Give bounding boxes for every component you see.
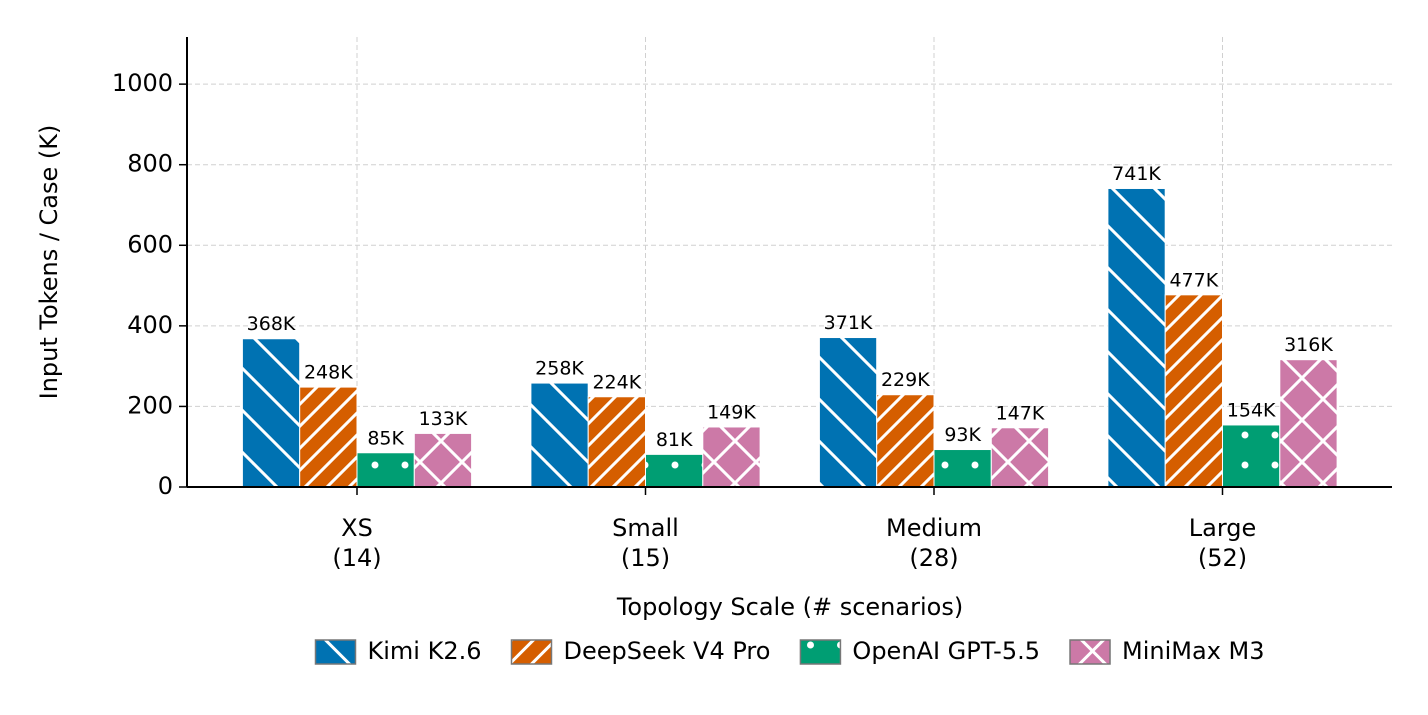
bar <box>933 449 992 488</box>
y-tick-label: 200 <box>127 391 173 419</box>
value-label: 229K <box>881 369 930 391</box>
x-tick-label: Small (15) <box>612 514 679 572</box>
value-label: 477K <box>1169 269 1218 291</box>
bar <box>530 382 589 488</box>
y-tick-label: 0 <box>158 472 173 500</box>
x-tick-label: Medium (28) <box>886 514 982 572</box>
value-label: 224K <box>592 371 641 393</box>
legend-swatch <box>1069 639 1111 665</box>
value-label: 248K <box>304 362 353 384</box>
bar <box>645 453 704 488</box>
value-label: 149K <box>707 401 756 423</box>
bar <box>1279 359 1338 488</box>
bar <box>299 386 358 488</box>
legend-swatch <box>314 639 357 665</box>
value-label: 133K <box>419 408 468 430</box>
value-label: 81K <box>656 429 693 451</box>
bar <box>356 452 415 488</box>
bar <box>702 426 761 488</box>
x-axis-label: Topology Scale (# scenarios) <box>616 593 963 621</box>
bar <box>241 338 301 488</box>
legend-label: DeepSeek V4 Pro <box>563 637 770 665</box>
x-tick-label: Large (52) <box>1188 514 1257 572</box>
value-label: 316K <box>1284 334 1333 356</box>
y-tick-label: 1000 <box>112 69 173 97</box>
bar <box>818 337 878 488</box>
value-label: 93K <box>944 424 981 446</box>
value-label: 368K <box>247 313 296 335</box>
legend-label: MiniMax M3 <box>1122 637 1264 665</box>
y-tick-label: 600 <box>127 230 173 258</box>
bar <box>876 394 935 488</box>
bar <box>1107 187 1166 488</box>
bar <box>413 432 473 488</box>
y-axis-label: Input Tokens / Case (K) <box>35 125 63 400</box>
bar <box>1222 424 1281 488</box>
bar <box>1164 294 1223 488</box>
value-label: 147K <box>996 402 1045 424</box>
value-label: 154K <box>1227 399 1276 421</box>
value-label: 371K <box>824 312 873 334</box>
value-label: 85K <box>367 427 404 449</box>
bar <box>587 396 647 488</box>
legend-label: Kimi K2.6 <box>367 637 481 665</box>
bar <box>990 427 1050 488</box>
legend-swatch <box>510 639 553 665</box>
legend: Kimi K2.6 DeepSeek V4 Pro OpenAI GPT-5.5 Mi… <box>314 637 1265 665</box>
legend-label: OpenAI GPT-5.5 <box>852 637 1040 665</box>
y-tick-label: 400 <box>127 311 173 339</box>
x-tick-label: XS (14) <box>332 514 382 572</box>
value-label: 741K <box>1112 163 1161 185</box>
y-tick-label: 800 <box>127 150 173 178</box>
value-label: 258K <box>535 358 584 380</box>
legend-swatch <box>799 639 842 665</box>
